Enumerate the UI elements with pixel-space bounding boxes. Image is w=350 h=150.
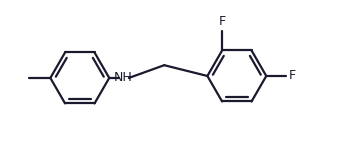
Text: NH: NH	[114, 71, 132, 84]
Text: F: F	[289, 69, 296, 82]
Text: F: F	[218, 15, 226, 28]
